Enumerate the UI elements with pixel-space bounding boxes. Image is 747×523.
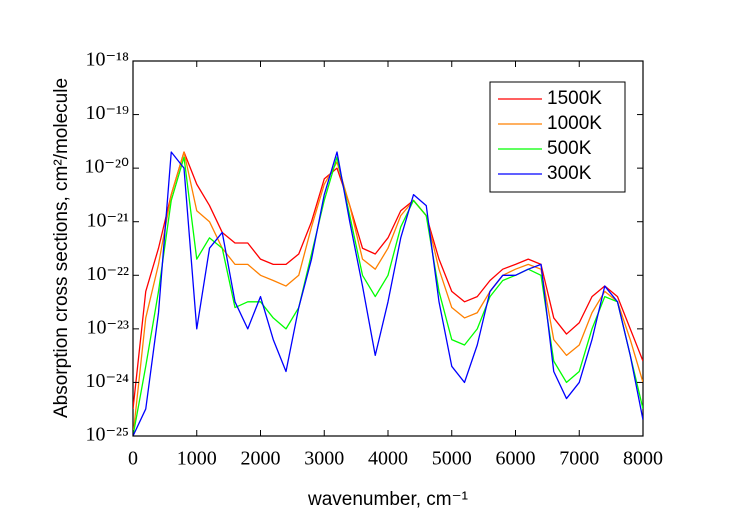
x-tick-label: 5000 — [432, 448, 472, 470]
x-tick-label: 1000 — [177, 448, 217, 470]
y-tick-label: 10⁻²² — [86, 263, 129, 285]
series-line — [133, 156, 643, 436]
x-tick-label: 6000 — [496, 448, 536, 470]
y-tick-label: 10⁻²¹ — [86, 209, 129, 231]
y-tick-label: 10⁻²⁵ — [85, 424, 129, 446]
x-tick-label: 0 — [128, 448, 138, 470]
x-tick-label: 4000 — [368, 448, 408, 470]
series-line — [133, 151, 643, 410]
x-axis-label: wavenumber, cm⁻¹ — [307, 489, 468, 510]
x-tick-label: 8000 — [623, 448, 663, 470]
series-line — [133, 151, 643, 436]
y-tick-label: 10⁻¹⁹ — [85, 102, 129, 124]
legend-label: 300K — [547, 163, 592, 184]
x-tick-label: 3000 — [304, 448, 344, 470]
x-tick-label: 7000 — [559, 448, 599, 470]
series-layer — [133, 151, 643, 436]
y-axis-label: Absorption cross sections, cm²/molecule — [51, 78, 72, 418]
legend-label: 500K — [547, 138, 592, 159]
y-tick-label: 10⁻²⁰ — [84, 156, 129, 178]
legend-label: 1500K — [547, 88, 602, 109]
x-tick-label: 2000 — [241, 448, 281, 470]
y-tick-label: 10⁻¹⁸ — [85, 49, 129, 71]
series-line — [133, 151, 643, 436]
y-tick-label: 10⁻²³ — [86, 316, 129, 338]
y-tick-label: 10⁻²⁴ — [85, 370, 129, 392]
legend-label: 1000K — [547, 113, 602, 134]
